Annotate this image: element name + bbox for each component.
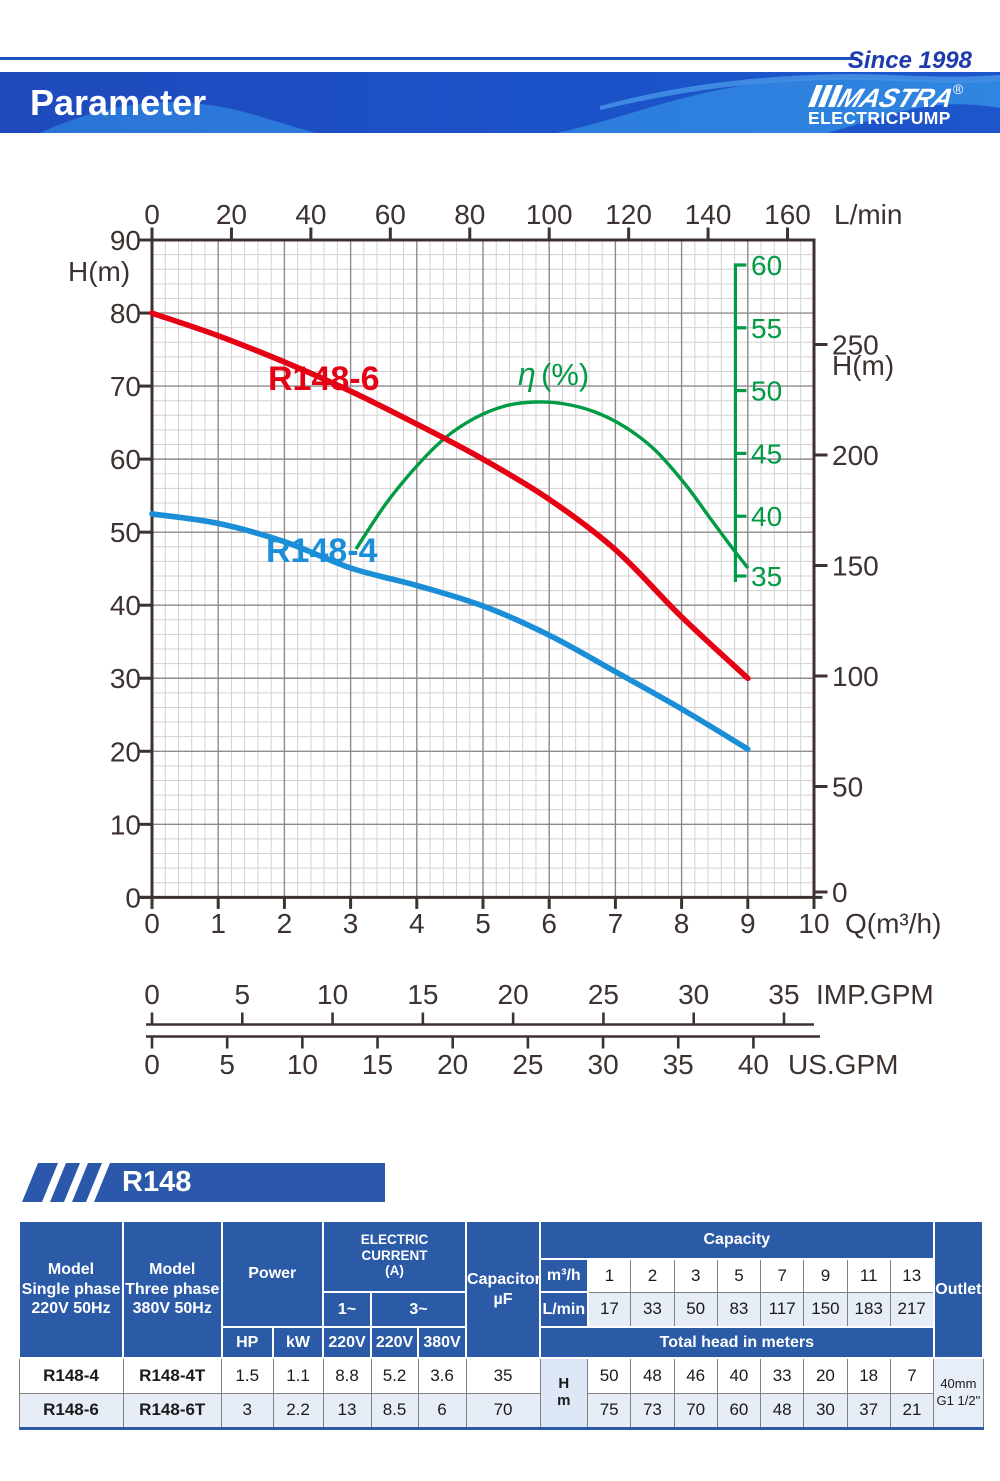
svg-text:8: 8 — [674, 908, 690, 939]
svg-text:40: 40 — [751, 501, 782, 532]
svg-text:25: 25 — [588, 979, 619, 1010]
svg-text:2: 2 — [277, 908, 293, 939]
svg-text:5: 5 — [475, 908, 491, 939]
svg-text:η: η — [518, 356, 536, 392]
svg-text:20: 20 — [437, 1049, 468, 1080]
svg-text:30: 30 — [678, 979, 709, 1010]
svg-text:10: 10 — [110, 809, 141, 840]
svg-text:0: 0 — [125, 882, 141, 913]
svg-text:140: 140 — [685, 199, 732, 230]
svg-text:9: 9 — [740, 908, 756, 939]
svg-text:50: 50 — [110, 517, 141, 548]
svg-text:20: 20 — [110, 736, 141, 767]
svg-text:20: 20 — [498, 979, 529, 1010]
svg-text:80: 80 — [110, 298, 141, 329]
svg-text:90: 90 — [110, 225, 141, 256]
svg-text:MASTRA: MASTRA — [834, 83, 959, 113]
svg-text:160: 160 — [764, 199, 811, 230]
svg-text:50: 50 — [832, 772, 863, 803]
svg-text:10: 10 — [798, 908, 829, 939]
svg-text:100: 100 — [526, 199, 573, 230]
svg-text:40: 40 — [738, 1049, 769, 1080]
svg-text:0: 0 — [144, 1049, 160, 1080]
svg-text:R148-4: R148-4 — [266, 532, 378, 570]
svg-text:(%): (%) — [541, 357, 589, 392]
svg-text:ELECTRICPUMP: ELECTRICPUMP — [808, 108, 951, 128]
svg-text:1: 1 — [210, 908, 226, 939]
svg-text:30: 30 — [588, 1049, 619, 1080]
svg-text:Parameter: Parameter — [30, 82, 206, 123]
svg-text:5: 5 — [219, 1049, 235, 1080]
svg-text:R148-6: R148-6 — [268, 360, 380, 398]
svg-text:15: 15 — [407, 979, 438, 1010]
svg-text:20: 20 — [216, 199, 247, 230]
svg-text:200: 200 — [832, 440, 879, 471]
svg-text:Q(m³/h): Q(m³/h) — [845, 908, 941, 939]
svg-text:35: 35 — [751, 561, 782, 592]
svg-text:120: 120 — [605, 199, 652, 230]
svg-text:7: 7 — [608, 908, 624, 939]
svg-text:40: 40 — [110, 590, 141, 621]
svg-text:45: 45 — [751, 438, 782, 469]
svg-text:4: 4 — [409, 908, 425, 939]
svg-text:6: 6 — [541, 908, 557, 939]
svg-text:0: 0 — [832, 877, 848, 908]
svg-text:5: 5 — [235, 979, 251, 1010]
svg-text:15: 15 — [362, 1049, 393, 1080]
svg-text:0: 0 — [144, 979, 160, 1010]
svg-text:25: 25 — [512, 1049, 543, 1080]
svg-text:35: 35 — [663, 1049, 694, 1080]
svg-text:80: 80 — [454, 199, 485, 230]
svg-text:10: 10 — [317, 979, 348, 1010]
svg-text:35: 35 — [768, 979, 799, 1010]
svg-text:L/min: L/min — [834, 199, 902, 230]
svg-text:40: 40 — [295, 199, 326, 230]
svg-text:55: 55 — [751, 313, 782, 344]
svg-text:H(m): H(m) — [832, 350, 894, 381]
svg-text:IMP.GPM: IMP.GPM — [816, 979, 934, 1010]
svg-text:30: 30 — [110, 663, 141, 694]
svg-text:250: 250 — [832, 330, 879, 361]
svg-text:50: 50 — [751, 376, 782, 407]
svg-text:0: 0 — [144, 199, 160, 230]
svg-text:60: 60 — [110, 444, 141, 475]
svg-text:®: ® — [953, 81, 964, 97]
svg-text:3: 3 — [343, 908, 359, 939]
svg-text:US.GPM: US.GPM — [788, 1049, 898, 1080]
svg-text:0: 0 — [144, 908, 160, 939]
svg-text:70: 70 — [110, 371, 141, 402]
svg-text:150: 150 — [832, 551, 879, 582]
svg-text:100: 100 — [832, 661, 879, 692]
svg-text:R148: R148 — [122, 1166, 191, 1198]
svg-text:H(m): H(m) — [68, 256, 130, 287]
svg-text:60: 60 — [375, 199, 406, 230]
svg-text:10: 10 — [287, 1049, 318, 1080]
svg-text:60: 60 — [751, 250, 782, 281]
